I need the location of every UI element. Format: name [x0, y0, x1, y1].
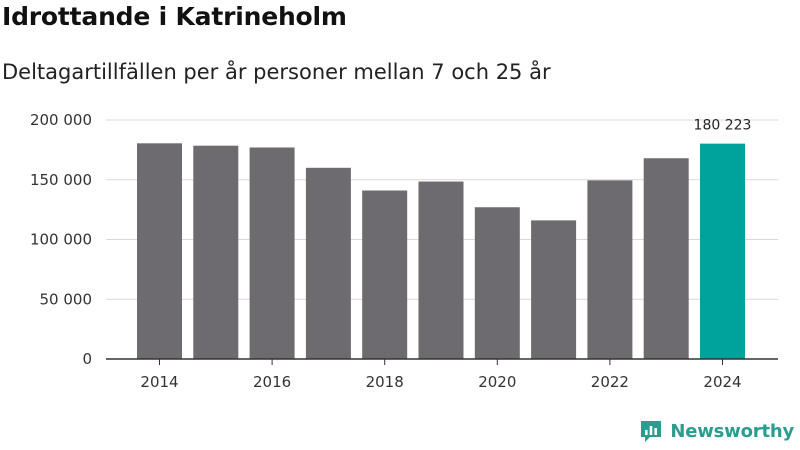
bar-data-label: 180 223 — [694, 118, 752, 134]
x-tick-label: 2020 — [478, 373, 516, 391]
bar-2019 — [418, 181, 464, 359]
bar-2015 — [193, 145, 239, 359]
chart-subtitle: Deltagartillfällen per år personer mella… — [2, 60, 551, 84]
bar-2016 — [249, 147, 295, 359]
newsworthy-logo: Newsworthy — [638, 418, 794, 444]
x-tick-label: 2018 — [366, 373, 404, 391]
bar-2018 — [362, 190, 408, 359]
y-tick-label: 50 000 — [40, 290, 93, 308]
bar-2023 — [643, 158, 689, 359]
y-tick-label: 100 000 — [30, 231, 92, 249]
newsworthy-logo-text: Newsworthy — [670, 420, 794, 442]
bar-2020 — [474, 207, 520, 359]
newsworthy-logo-icon — [641, 421, 662, 442]
y-tick-label: 200 000 — [30, 111, 92, 129]
bar-2014 — [137, 143, 182, 359]
labels: 0 50 000 100 000 150 000 200 000 180 223 2014 2… — [30, 111, 778, 391]
bars — [137, 143, 745, 359]
bar-2022 — [587, 180, 633, 359]
x-tick-label: 2024 — [703, 373, 741, 391]
x-tick-label: 2022 — [591, 373, 629, 391]
chart-title: Idrottande i Katrineholm — [2, 2, 347, 31]
bar-2017 — [305, 167, 351, 359]
bar-2021 — [531, 220, 577, 359]
y-tick-label: 0 — [82, 350, 92, 368]
x-tick-label: 2016 — [253, 373, 291, 391]
bar-2024 — [700, 143, 745, 359]
x-tick-label: 2014 — [140, 373, 178, 391]
y-tick-label: 150 000 — [30, 171, 92, 189]
